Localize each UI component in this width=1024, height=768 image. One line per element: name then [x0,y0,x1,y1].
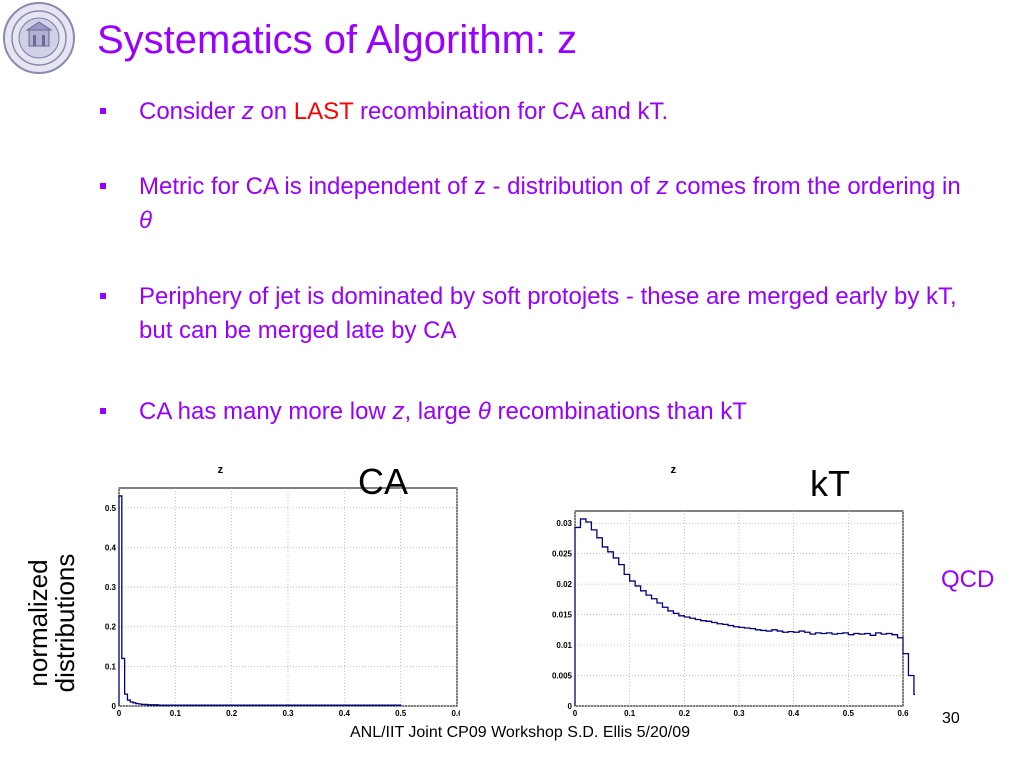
y-tick-label: 0.2 [105,623,117,632]
chart-title: z [671,464,677,476]
histogram-ca: 0 0.1 0.2 0.3 0.4 0.5 0.6 0 0.1 0.2 0.3 0.4 0.5 z [105,464,460,718]
bullet-text: Consider z on LAST recombination for CA … [139,95,980,129]
bullet-text-run: on [253,98,294,125]
x-tick-label: 0.2 [679,709,691,718]
chart-title: z [218,464,224,476]
bullet-text-run: recombinations than kT [490,398,747,425]
chart-label-ca: CA [358,461,409,502]
bullet-item: Periphery of jet is dominated by soft pr… [100,280,980,348]
qcd-label: QCD [941,566,995,593]
footer: ANL/IIT Joint CP09 Workshop S.D. Ellis 5… [349,724,690,741]
x-tick-label: 0.3 [282,709,294,718]
y-axis-label-line: normalized [23,559,53,687]
bullet-text-run: CA has many more low [139,398,393,425]
y-tick-label: 0.4 [105,543,117,552]
x-tick-label: 0.1 [170,709,182,718]
x-tick-label: 0.4 [339,709,351,718]
bullet-text: Periphery of jet is dominated by soft pr… [139,280,980,348]
bullet-text-run: , large [404,398,478,425]
bullet-text: CA has many more low z, large θ recombin… [139,395,980,429]
x-tick-label: 0.3 [733,709,745,718]
y-tick-label: 0.1 [105,662,117,671]
chart-label-kt: kT [810,463,850,504]
slide-title: Systematics of Algorithm: z [97,18,578,62]
bullet-text-run: Consider [139,98,242,125]
x-tick-label: 0.6 [451,709,460,718]
bullet-text-run: recombination for CA and kT. [353,98,669,125]
bullet-item: CA has many more low z, large θ recombin… [100,395,980,429]
bullet-text-italic: z [241,98,254,125]
y-tick-label: 0.02 [556,580,572,589]
bullet-marker [100,293,106,299]
histogram-kt: 0 0.1 0.2 0.3 0.4 0.5 0.6 0 0.005 0.01 0.015 0.02 0.… [552,464,915,718]
bullet-text-run: Periphery of jet is dominated by soft pr… [139,283,957,344]
bullet-marker [100,408,106,414]
y-tick-label: 0.5 [105,504,117,513]
y-tick-label: 0 [568,702,573,711]
bullet-marker [100,183,106,189]
y-tick-label: 0.025 [552,550,573,559]
bullet-marker [100,108,106,114]
x-tick-label: 0.2 [226,709,238,718]
x-tick-label: 0.1 [624,709,636,718]
university-seal-logo [3,2,75,74]
x-tick-label: 0 [573,709,578,718]
x-tick-label: 0.6 [897,709,909,718]
histogram-line [574,518,915,706]
y-tick-label: 0.03 [556,519,572,528]
page-number: 30 [942,710,960,727]
x-tick-label: 0.5 [395,709,407,718]
bullet-text-italic: θ [477,398,491,425]
y-tick-label: 0.005 [552,672,573,681]
y-tick-label: 0.3 [105,583,117,592]
y-axis-label-line: distributions [50,553,80,693]
bullet-text-highlight: LAST [293,98,354,125]
bullet-text-italic: z [656,173,669,200]
histogram-line [118,495,402,706]
bullet-item: Metric for CA is independent of z - dist… [100,170,980,238]
x-tick-label: 0.5 [843,709,855,718]
y-tick-label: 0 [112,702,117,711]
y-tick-label: 0.015 [552,611,573,620]
y-axis-label: normalized distributions [23,548,85,698]
bullet-text-run: comes from the ordering in [668,173,961,200]
x-tick-label: 0.4 [788,709,800,718]
bullet-item: Consider z on LAST recombination for CA … [100,95,980,129]
bullet-text-run: Metric for CA is independent of z - dist… [139,173,657,200]
bullet-text-italic: θ [139,207,153,234]
x-tick-label: 0 [117,709,122,718]
bullet-text-italic: z [392,398,405,425]
bullet-text: Metric for CA is independent of z - dist… [139,170,980,238]
y-tick-label: 0.01 [556,641,572,650]
